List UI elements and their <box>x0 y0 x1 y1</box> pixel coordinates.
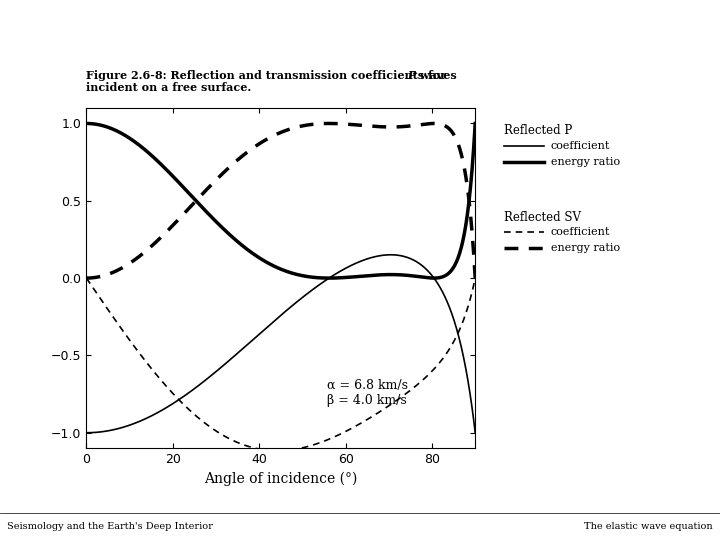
X-axis label: Angle of incidence (°): Angle of incidence (°) <box>204 471 358 486</box>
RPP energy <box>392 272 401 278</box>
RPP energy <box>430 275 438 281</box>
Line: RSV coeff: RSV coeff <box>86 278 475 451</box>
Text: Seismology and the Earth's Deep Interior: Seismology and the Earth's Deep Interior <box>7 522 213 531</box>
RSV coeff <box>386 402 395 408</box>
Text: The elastic wave equation: The elastic wave equation <box>584 522 713 531</box>
RPP coeff <box>385 252 394 258</box>
RPP coeff <box>387 252 395 258</box>
RSV coeff <box>349 424 358 430</box>
Line: RPP coeff: RPP coeff <box>86 255 475 433</box>
RSV energy <box>349 122 358 128</box>
RSV coeff <box>273 448 282 454</box>
Text: energy ratio: energy ratio <box>551 157 620 167</box>
RSV energy <box>392 124 401 130</box>
RSV energy <box>253 141 262 148</box>
Text: coefficient: coefficient <box>551 227 610 237</box>
RSV coeff <box>471 275 480 281</box>
RSV energy <box>385 124 394 130</box>
RSV coeff <box>122 332 130 339</box>
Text: Reflected SV: Reflected SV <box>504 211 581 224</box>
RSV coeff <box>239 442 248 448</box>
RPP coeff <box>349 261 358 268</box>
Text: waves: waves <box>416 70 457 81</box>
RPP energy <box>239 244 248 250</box>
Line: RSV energy: RSV energy <box>86 124 475 278</box>
Text: energy ratio: energy ratio <box>551 244 620 253</box>
Text: incident on a free surface.: incident on a free surface. <box>86 82 252 93</box>
RPP coeff <box>82 429 91 436</box>
Text: Figure 2.6-8: Reflection and transmission coefficients for: Figure 2.6-8: Reflection and transmissio… <box>86 70 451 81</box>
Line: RPP energy: RPP energy <box>86 124 475 278</box>
RSV coeff <box>253 446 262 452</box>
RSV energy <box>82 275 91 281</box>
RPP coeff <box>392 252 401 258</box>
RSV energy <box>122 262 130 269</box>
RPP coeff <box>471 429 480 436</box>
RSV coeff <box>82 275 91 281</box>
Text: P: P <box>407 70 415 81</box>
RSV energy <box>430 120 438 127</box>
RPP energy <box>385 271 394 278</box>
Text: Example: Example <box>311 8 409 30</box>
RPP energy <box>253 253 262 260</box>
RSV coeff <box>392 397 401 403</box>
RPP coeff <box>239 345 248 351</box>
Text: Reflected P: Reflected P <box>504 124 572 137</box>
RSV energy <box>239 152 248 158</box>
RSV energy <box>471 275 480 281</box>
RPP energy <box>82 120 91 127</box>
RPP energy <box>349 274 358 280</box>
RPP energy <box>122 133 130 139</box>
RPP coeff <box>122 423 130 430</box>
Text: coefficient: coefficient <box>551 141 610 151</box>
Text: α = 6.8 km/s
β = 4.0 km/s: α = 6.8 km/s β = 4.0 km/s <box>328 380 408 407</box>
RPP energy <box>471 120 480 127</box>
RPP coeff <box>253 332 262 339</box>
